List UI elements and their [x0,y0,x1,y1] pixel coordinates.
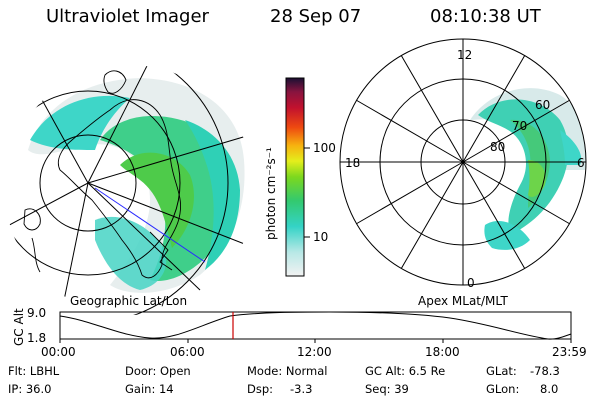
observation-time: 08:10:38 UT [430,6,541,27]
colorbar [285,77,310,277]
ip-status: IP: 36.0 [8,382,52,396]
mlt-label-18: 18 [345,156,361,170]
altitude-ymax: 9.0 [27,306,47,320]
left-map-grid [5,65,255,315]
altitude-curve [59,311,572,340]
mlt-label-6: 6 [577,156,585,170]
mlt-label-12: 12 [457,48,473,62]
gain-status: Gain: 14 [125,382,174,396]
mlat-label-70: 70 [512,119,528,133]
mlat-label-60: 60 [535,98,551,112]
instrument-title: Ultraviolet Imager [46,6,209,27]
altitude-plot-frame [59,311,572,340]
xtick-00-00: 00:00 [41,345,76,359]
xtick-18-00: 18:00 [425,345,460,359]
glon-label: GLon: [486,382,520,396]
glat-value: -78.3 [530,364,560,378]
colorbar-label-100: 100 [313,141,336,155]
glat-label: GLat: [486,364,517,378]
mode-status: Mode: Normal [247,364,328,378]
xtick-12-00: 12:00 [297,345,332,359]
observation-date: 28 Sep 07 [270,6,362,27]
xtick-23-59: 23:59 [552,345,587,359]
altitude-ymin: 1.8 [27,331,47,345]
right-map-caption: Apex MLat/MLT [418,294,508,308]
door-status: Door: Open [125,364,191,378]
right-aurora-image [470,88,586,250]
left-map-caption: Geographic Lat/Lon [70,294,188,308]
mlt-label-0: 0 [467,276,475,290]
altitude-plot [59,311,572,343]
dsp-value: -3.3 [290,382,313,396]
mlat-label-80: 80 [490,140,506,154]
colorbar-scale [285,77,305,277]
colorbar-units: photon cm⁻²s⁻¹ [264,147,278,240]
xtick-06-00: 06:00 [170,345,205,359]
seq-status: Seq: 39 [365,382,409,396]
gc-alt-status: GC Alt: 6.5 Re [365,364,446,378]
altitude-ylabel: GC Alt [12,308,26,346]
dsp-label: Dsp: [247,382,274,396]
glon-value: 8.0 [540,382,559,396]
right-polar-grid [339,38,587,286]
colorbar-label-10: 10 [313,230,329,244]
filter-status: Flt: LBHL [8,364,60,378]
